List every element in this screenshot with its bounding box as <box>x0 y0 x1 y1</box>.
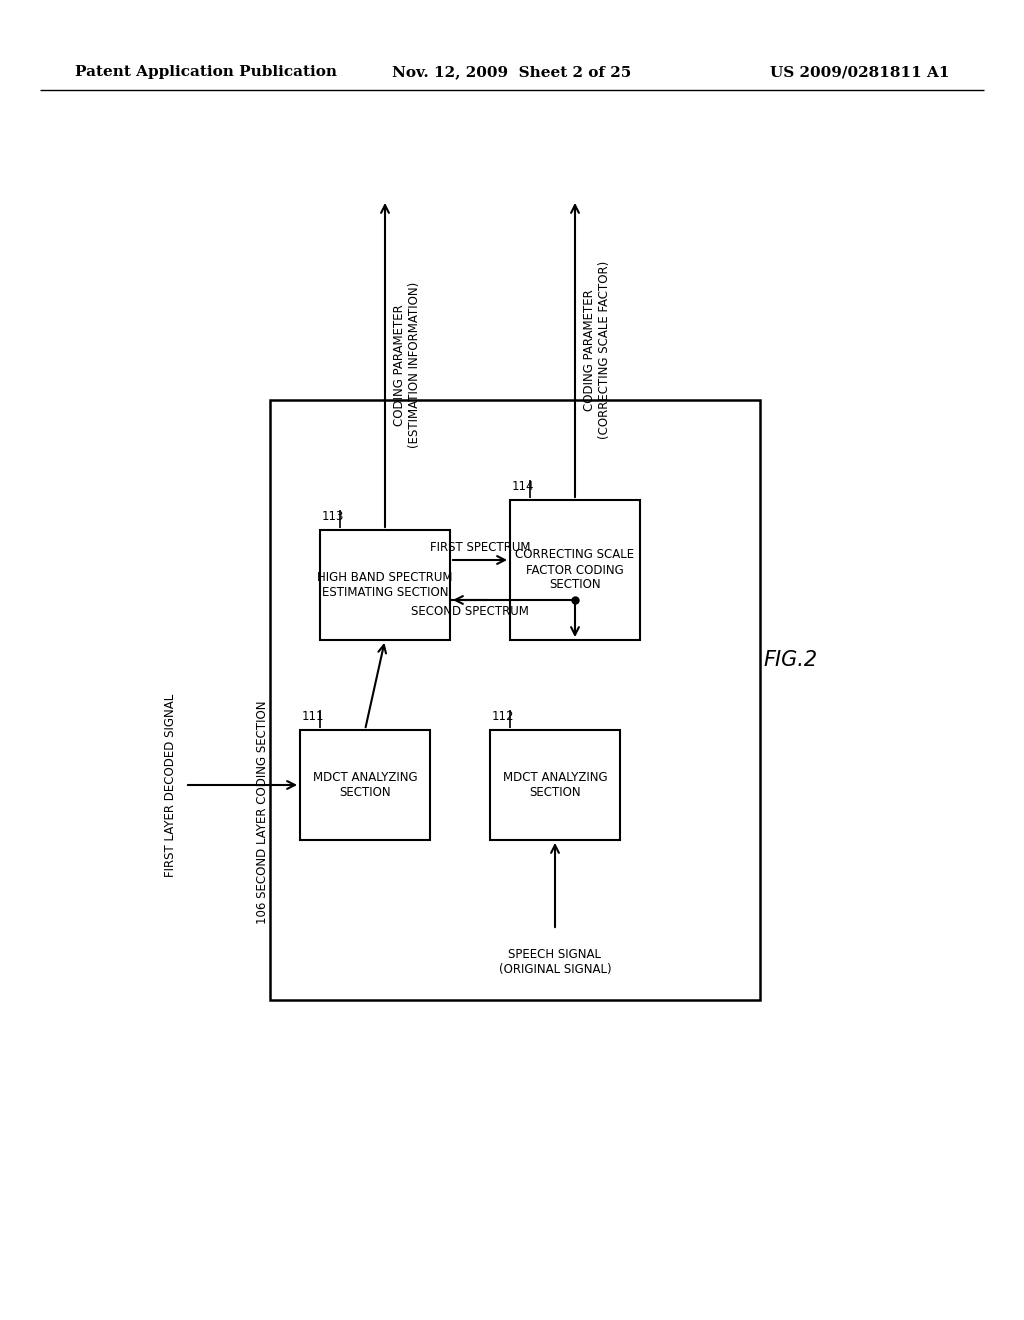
Text: 106 SECOND LAYER CODING SECTION: 106 SECOND LAYER CODING SECTION <box>256 700 268 924</box>
Text: MDCT ANALYZING
SECTION: MDCT ANALYZING SECTION <box>503 771 607 799</box>
Bar <box>300 730 430 840</box>
Bar <box>490 730 620 840</box>
Text: FIRST SPECTRUM: FIRST SPECTRUM <box>430 541 530 554</box>
Text: CODING PARAMETER
(ESTIMATION INFORMATION): CODING PARAMETER (ESTIMATION INFORMATION… <box>393 282 421 447</box>
Text: MDCT ANALYZING
SECTION: MDCT ANALYZING SECTION <box>312 771 418 799</box>
Text: HIGH BAND SPECTRUM
ESTIMATING SECTION: HIGH BAND SPECTRUM ESTIMATING SECTION <box>317 572 453 599</box>
Text: FIG.2: FIG.2 <box>763 649 817 671</box>
Bar <box>270 400 760 1001</box>
Text: 114: 114 <box>512 479 535 492</box>
Text: 112: 112 <box>492 710 514 722</box>
Text: CODING PARAMETER
(CORRECTING SCALE FACTOR): CODING PARAMETER (CORRECTING SCALE FACTO… <box>583 261 611 440</box>
Text: 111: 111 <box>302 710 325 722</box>
Bar <box>319 531 450 640</box>
Text: Patent Application Publication: Patent Application Publication <box>75 65 337 79</box>
Text: 113: 113 <box>322 510 344 523</box>
Text: FIRST LAYER DECODED SIGNAL: FIRST LAYER DECODED SIGNAL <box>164 693 176 876</box>
Text: CORRECTING SCALE
FACTOR CODING
SECTION: CORRECTING SCALE FACTOR CODING SECTION <box>515 549 635 591</box>
Text: SPEECH SIGNAL
(ORIGINAL SIGNAL): SPEECH SIGNAL (ORIGINAL SIGNAL) <box>499 948 611 975</box>
Text: SECOND SPECTRUM: SECOND SPECTRUM <box>411 605 529 618</box>
Bar <box>510 500 640 640</box>
Text: US 2009/0281811 A1: US 2009/0281811 A1 <box>770 65 950 79</box>
Text: Nov. 12, 2009  Sheet 2 of 25: Nov. 12, 2009 Sheet 2 of 25 <box>392 65 632 79</box>
